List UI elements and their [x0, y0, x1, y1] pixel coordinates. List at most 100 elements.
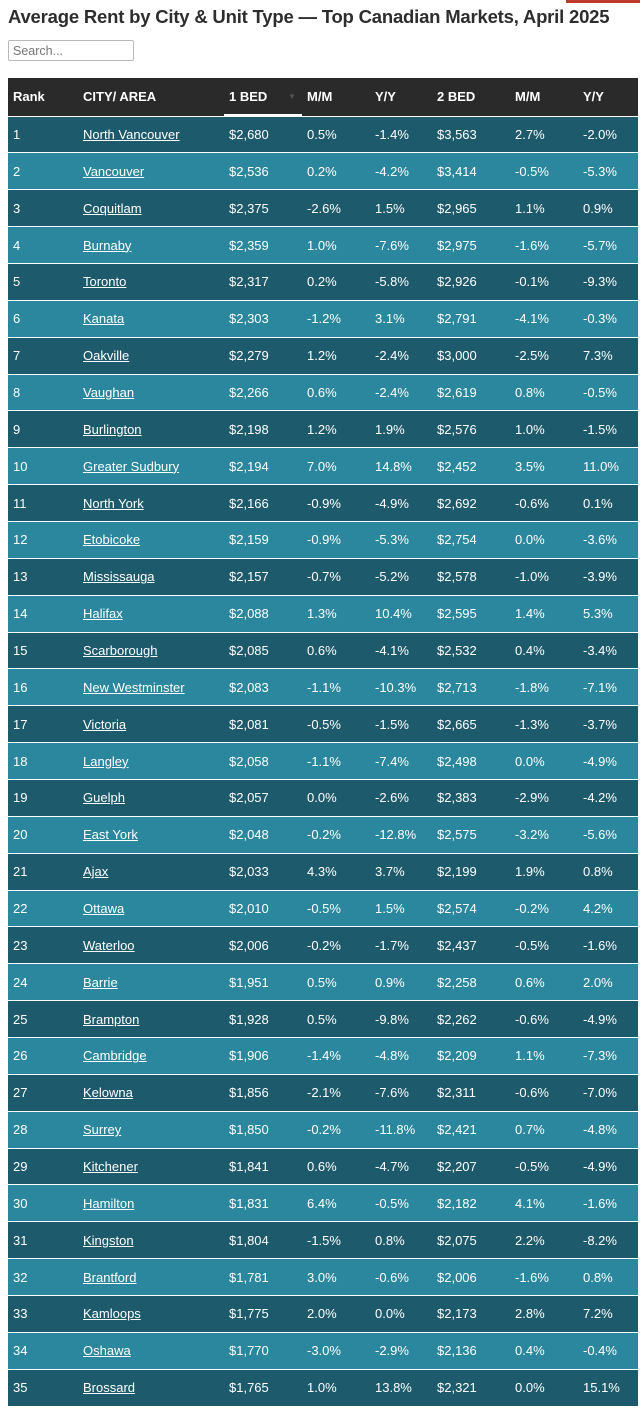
city-link[interactable]: Kitchener	[83, 1158, 138, 1174]
one-bed-mm-cell: -0.2%	[302, 815, 370, 854]
two-bed-rent-cell: $2,321	[432, 1368, 510, 1407]
rank-cell: 25	[8, 1000, 78, 1038]
city-link[interactable]: Scarborough	[83, 642, 158, 658]
rank-cell: 29	[8, 1147, 78, 1185]
one-bed-yy-cell: -7.4%	[370, 742, 432, 780]
one-bed-rent-cell: $2,303	[224, 299, 302, 338]
one-bed-mm-cell: 3.0%	[302, 1258, 370, 1296]
one-bed-rent-cell: $2,375	[224, 189, 302, 227]
city-link[interactable]: Coquitlam	[83, 200, 142, 216]
city-link[interactable]: Burnaby	[83, 237, 132, 253]
one-bed-mm-cell: 0.2%	[302, 152, 370, 190]
table-row: 7 Oakville $2,279 1.2% -2.4% $3,000 -2.5% 7.3%	[8, 336, 638, 375]
city-link[interactable]: Halifax	[83, 606, 123, 622]
one-bed-mm-cell: 7.0%	[302, 447, 370, 485]
one-bed-yy-cell: -5.2%	[370, 557, 432, 596]
one-bed-yy-cell: -5.8%	[370, 262, 432, 301]
two-bed-mm-cell: 4.1%	[510, 1184, 578, 1222]
one-bed-mm-cell: 6.4%	[302, 1184, 370, 1222]
city-link[interactable]: New Westminster	[83, 679, 185, 695]
one-bed-rent-cell: $1,928	[224, 1000, 302, 1038]
table-row: 10 Greater Sudbury $2,194 7.0% 14.8% $2,452 3.…	[8, 447, 638, 485]
city-link[interactable]: Guelph	[83, 790, 125, 806]
one-bed-mm-cell: -0.2%	[302, 926, 370, 964]
two-bed-rent-cell: $2,619	[432, 373, 510, 411]
city-link[interactable]: Etobicoke	[83, 532, 141, 548]
city-cell: Surrey	[78, 1110, 224, 1149]
city-link[interactable]: Kanata	[83, 311, 125, 327]
one-bed-rent-cell: $2,033	[224, 852, 302, 891]
city-link[interactable]: Vaughan	[83, 384, 135, 400]
two-bed-mm-cell: -2.9%	[510, 778, 578, 817]
city-cell: Oshawa	[78, 1331, 224, 1370]
city-link[interactable]: Kelowna	[83, 1085, 133, 1101]
page-title: Average Rent by City & Unit Type — Top C…	[8, 6, 610, 27]
city-link[interactable]: Waterloo	[83, 937, 135, 953]
city-link[interactable]: Kingston	[83, 1232, 134, 1248]
city-link[interactable]: Oshawa	[83, 1343, 131, 1359]
column-header-city[interactable]: CITY/ AREA	[78, 78, 224, 116]
city-cell: Kitchener	[78, 1147, 224, 1185]
one-bed-mm-cell: 4.3%	[302, 852, 370, 891]
city-link[interactable]: Brossard	[83, 1380, 136, 1396]
one-bed-rent-cell: $2,194	[224, 447, 302, 485]
city-link[interactable]: Kamloops	[83, 1306, 141, 1322]
two-bed-mm-cell: 2.8%	[510, 1295, 578, 1333]
one-bed-mm-cell: -1.2%	[302, 299, 370, 338]
table-row: 26 Cambridge $1,906 -1.4% -4.8% $2,209 1.1% -7.…	[8, 1036, 638, 1075]
city-cell: Ajax	[78, 852, 224, 891]
one-bed-yy-cell: -2.4%	[370, 336, 432, 375]
city-link[interactable]: North York	[83, 495, 144, 511]
table-row: 6 Kanata $2,303 -1.2% 3.1% $2,791 -4.1% -0.3%	[8, 299, 638, 338]
city-cell: Etobicoke	[78, 520, 224, 559]
column-header-2-bed[interactable]: 2 BED	[432, 78, 510, 116]
city-link[interactable]: Ottawa	[83, 900, 125, 916]
one-bed-rent-cell: $2,279	[224, 336, 302, 375]
city-link[interactable]: Toronto	[83, 274, 127, 290]
rank-cell: 28	[8, 1110, 78, 1149]
city-link[interactable]: Vancouver	[83, 163, 145, 179]
one-bed-yy-cell: -2.6%	[370, 778, 432, 817]
column-header-1-bed-mm[interactable]: M/M	[302, 78, 370, 116]
column-header-rank[interactable]: Rank	[8, 78, 78, 116]
two-bed-yy-cell: -8.2%	[578, 1221, 638, 1259]
one-bed-yy-cell: 3.1%	[370, 299, 432, 338]
city-link[interactable]: Surrey	[83, 1122, 122, 1138]
city-link[interactable]: Barrie	[83, 974, 118, 990]
two-bed-rent-cell: $2,595	[432, 594, 510, 633]
two-bed-yy-cell: 0.8%	[578, 1258, 638, 1296]
rank-cell: 26	[8, 1036, 78, 1075]
city-link[interactable]: Greater Sudbury	[83, 458, 180, 474]
table-row: 25 Brampton $1,928 0.5% -9.8% $2,262 -0.6% -4.9…	[8, 1000, 638, 1038]
city-cell: Mississauga	[78, 557, 224, 596]
one-bed-yy-cell: -2.9%	[370, 1331, 432, 1370]
city-link[interactable]: Cambridge	[83, 1048, 147, 1064]
city-link[interactable]: North Vancouver	[83, 126, 180, 142]
city-link[interactable]: Brantford	[83, 1269, 137, 1285]
city-link[interactable]: Oakville	[83, 348, 130, 364]
city-link[interactable]: Hamilton	[83, 1195, 135, 1211]
one-bed-yy-cell: -9.8%	[370, 1000, 432, 1038]
two-bed-mm-cell: -0.6%	[510, 1073, 578, 1112]
column-header-1-bed[interactable]: 1 BED ▼	[224, 78, 302, 116]
city-link[interactable]: East York	[83, 827, 138, 843]
search-input[interactable]	[8, 40, 134, 61]
city-link[interactable]: Langley	[83, 753, 129, 769]
city-cell: Brantford	[78, 1258, 224, 1296]
table-row: 31 Kingston $1,804 -1.5% 0.8% $2,075 2.2% -8.2%	[8, 1221, 638, 1259]
one-bed-yy-cell: 1.5%	[370, 889, 432, 927]
column-header-1-bed-yy[interactable]: Y/Y	[370, 78, 432, 116]
one-bed-rent-cell: $2,166	[224, 484, 302, 522]
two-bed-mm-cell: -3.2%	[510, 815, 578, 854]
city-link[interactable]: Ajax	[83, 864, 109, 880]
column-header-2-bed-mm[interactable]: M/M	[510, 78, 578, 116]
city-link[interactable]: Mississauga	[83, 569, 155, 585]
one-bed-rent-cell: $1,770	[224, 1331, 302, 1370]
city-link[interactable]: Brampton	[83, 1011, 140, 1027]
city-link[interactable]: Victoria	[83, 716, 127, 732]
city-link[interactable]: Burlington	[83, 421, 142, 437]
one-bed-rent-cell: $1,856	[224, 1073, 302, 1112]
column-header-2-bed-yy[interactable]: Y/Y	[578, 78, 638, 116]
one-bed-mm-cell: -0.2%	[302, 1110, 370, 1149]
rank-cell: 35	[8, 1368, 78, 1407]
